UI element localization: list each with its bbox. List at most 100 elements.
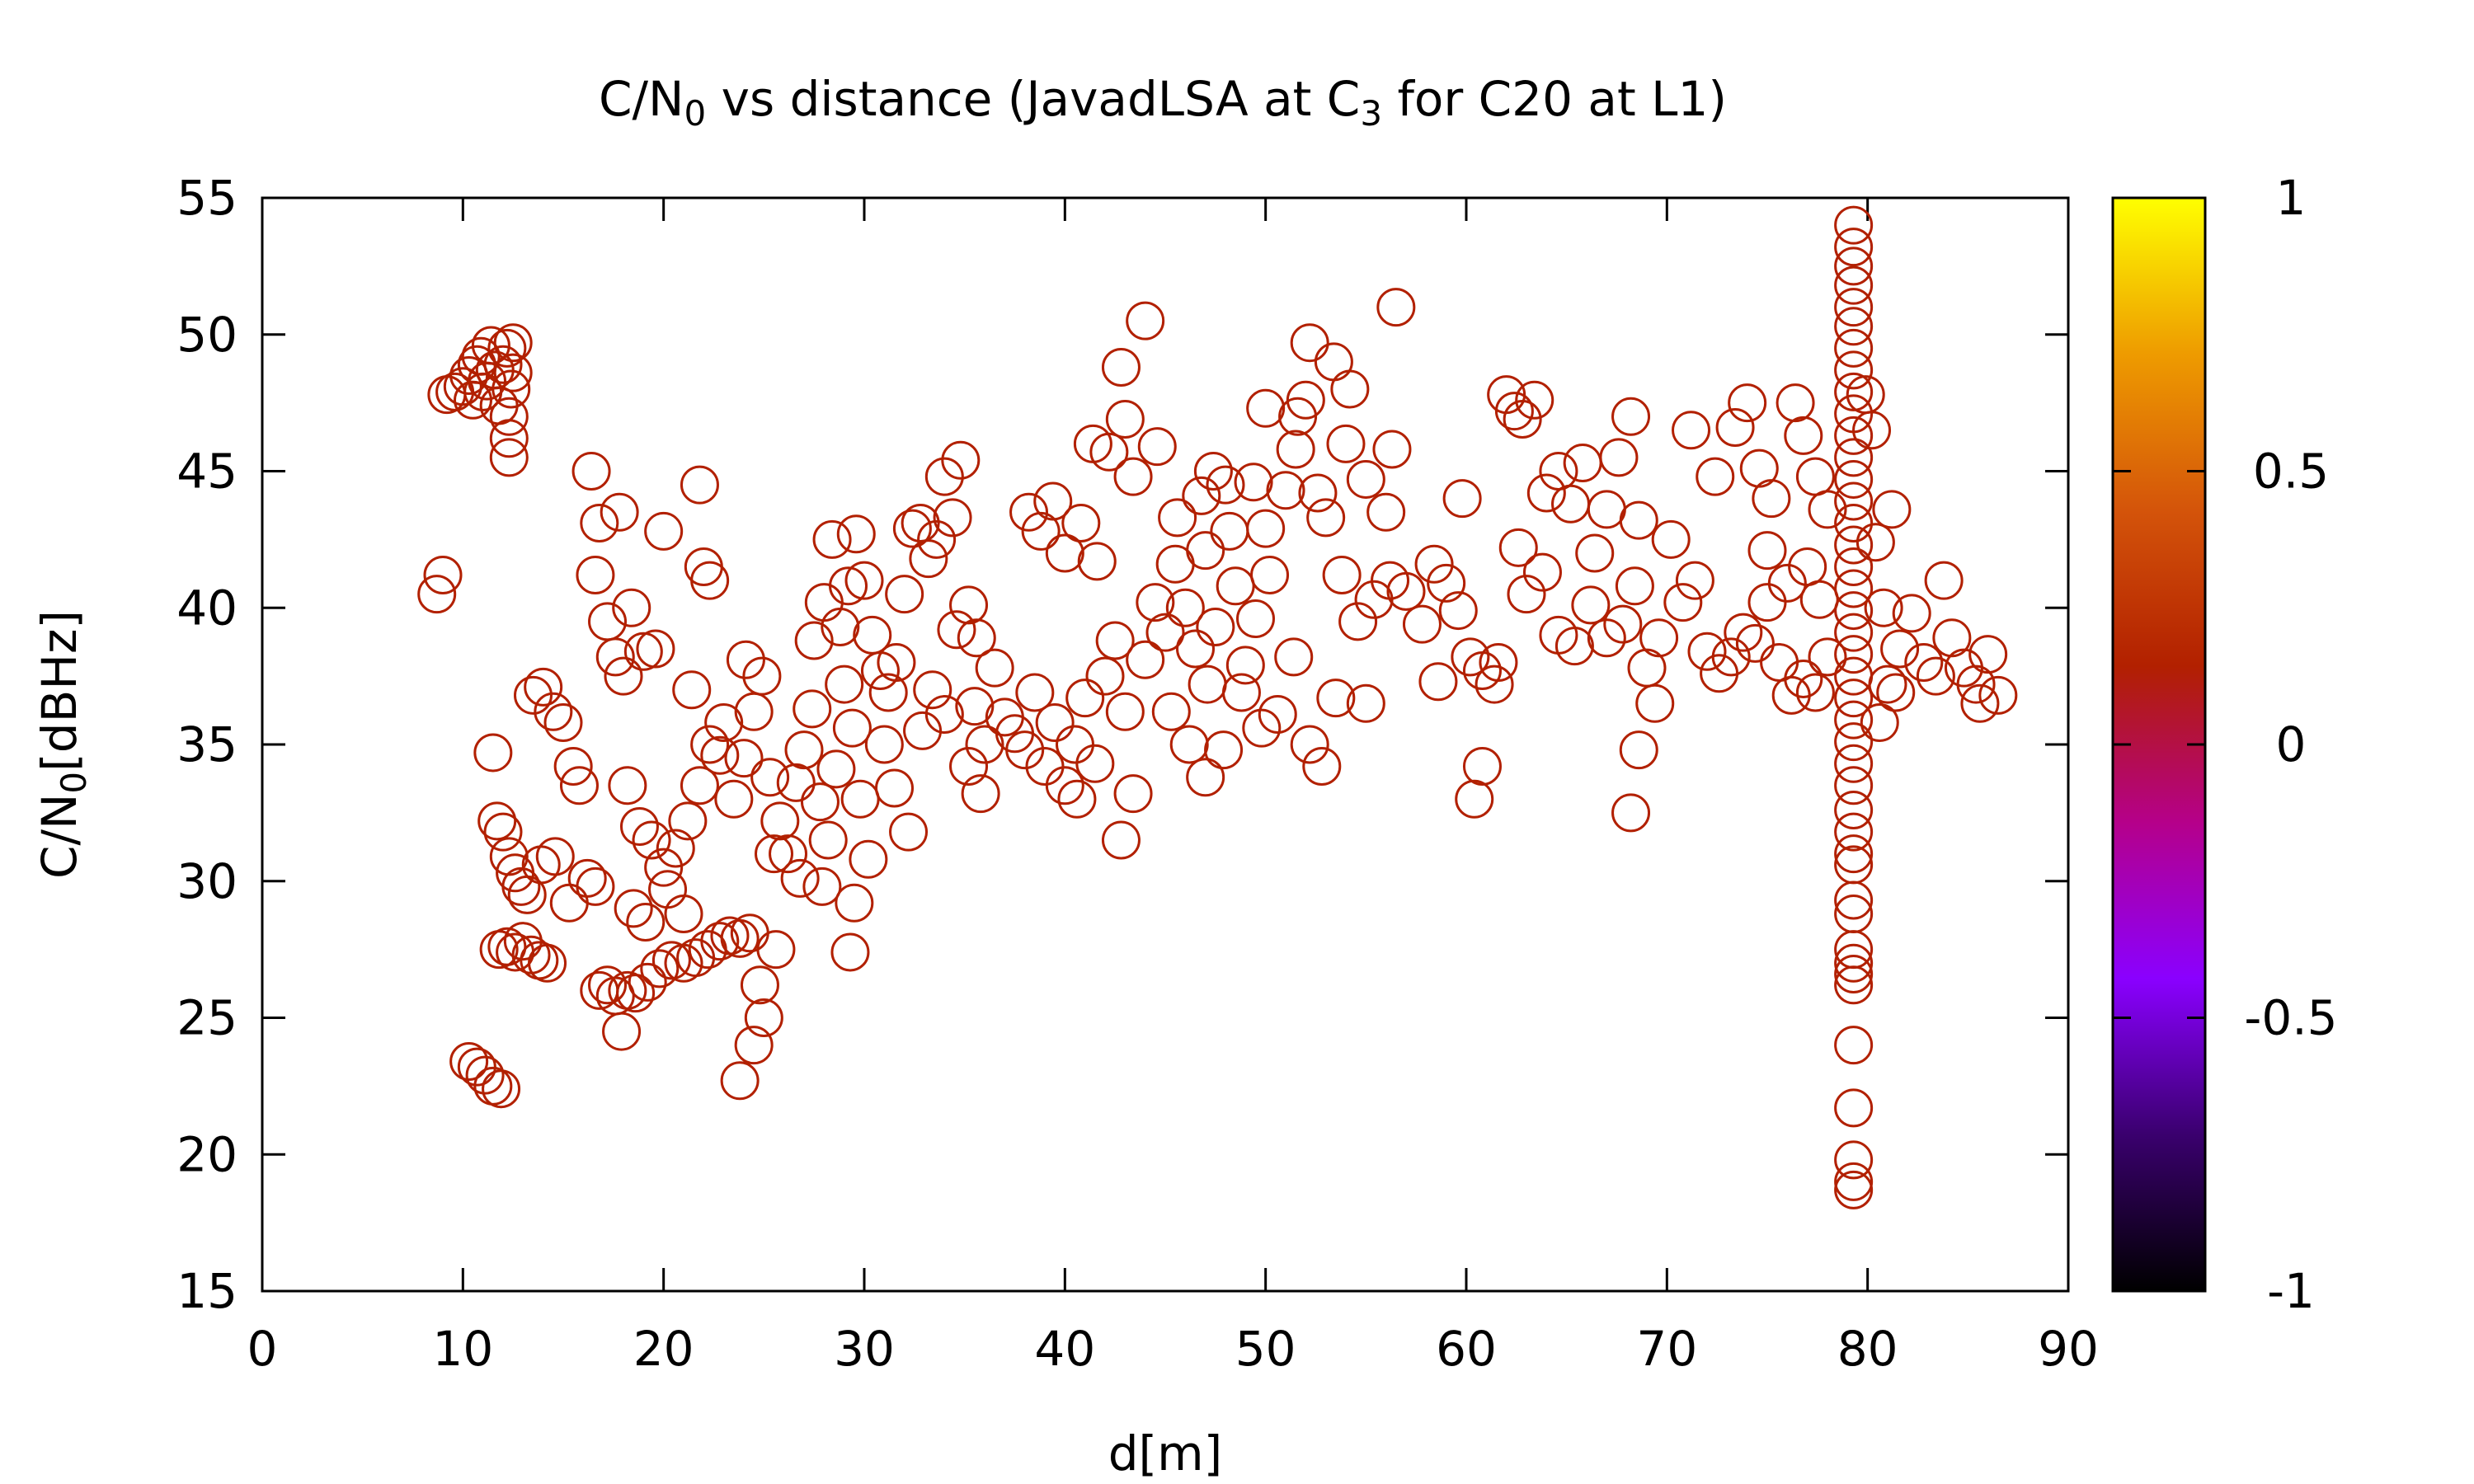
data-point bbox=[1635, 683, 1675, 723]
data-point bbox=[1834, 372, 1874, 411]
data-point bbox=[672, 670, 712, 710]
data-point bbox=[889, 812, 929, 852]
colorbar: 1 0.5 0 -0.5 -1 bbox=[2111, 170, 2338, 1319]
data-point bbox=[1182, 476, 1221, 515]
plot-area: 15 20 25 30 35 40 45 50 55 0 10 20 30 40 50 60 70 80 90 bbox=[176, 170, 2099, 1377]
data-point bbox=[816, 749, 856, 789]
data-point bbox=[1834, 288, 1874, 327]
data-point bbox=[1186, 531, 1225, 571]
data-point bbox=[588, 965, 628, 1005]
data-point bbox=[1326, 424, 1366, 463]
data-point bbox=[1834, 525, 1874, 565]
y-tick-label: 30 bbox=[176, 853, 238, 909]
data-point bbox=[528, 943, 567, 983]
data-point bbox=[1834, 481, 1874, 521]
data-point bbox=[1242, 708, 1282, 748]
data-point bbox=[1113, 457, 1153, 496]
data-point bbox=[1700, 654, 1739, 693]
y-tick-label: 55 bbox=[176, 170, 238, 226]
data-point bbox=[1045, 533, 1084, 573]
data-point bbox=[1075, 744, 1115, 783]
data-point bbox=[1266, 471, 1305, 510]
data-point bbox=[760, 801, 800, 841]
data-point bbox=[1747, 583, 1787, 622]
data-points bbox=[417, 205, 2018, 1209]
data-point bbox=[1784, 659, 1823, 698]
data-point bbox=[580, 503, 619, 542]
data-point bbox=[1276, 430, 1315, 469]
data-point bbox=[1045, 766, 1084, 805]
data-point bbox=[1575, 533, 1615, 573]
data-point bbox=[937, 610, 976, 650]
data-point bbox=[1834, 569, 1874, 608]
data-point bbox=[1302, 747, 1342, 787]
data-point bbox=[489, 397, 529, 436]
data-point bbox=[1188, 665, 1227, 704]
data-point bbox=[626, 902, 666, 942]
data-point bbox=[465, 1055, 505, 1095]
data-point bbox=[501, 866, 541, 906]
data-point bbox=[1455, 779, 1494, 819]
data-point bbox=[1834, 438, 1874, 477]
data-point bbox=[1834, 265, 1874, 305]
data-point bbox=[793, 689, 832, 729]
x-tick-label: 80 bbox=[1837, 1321, 1898, 1377]
data-point bbox=[1551, 484, 1591, 524]
data-point bbox=[726, 640, 765, 679]
data-point bbox=[1539, 615, 1578, 655]
data-point bbox=[656, 829, 695, 868]
data-point bbox=[1834, 700, 1874, 740]
data-point bbox=[750, 758, 790, 797]
data-point bbox=[1554, 627, 1594, 666]
colorbar-tick-label: -1 bbox=[2267, 1263, 2315, 1319]
data-point bbox=[1236, 599, 1275, 639]
data-point bbox=[549, 883, 589, 923]
data-point bbox=[1095, 621, 1135, 660]
data-point bbox=[1169, 725, 1209, 764]
data-point bbox=[535, 837, 575, 876]
data-point bbox=[543, 702, 583, 742]
data-point bbox=[668, 801, 708, 841]
y-axis-ticks: 15 20 25 30 35 40 45 50 55 bbox=[176, 170, 2068, 1319]
data-point bbox=[1234, 463, 1273, 502]
data-point bbox=[1186, 758, 1225, 797]
data-point bbox=[1306, 498, 1346, 538]
data-point bbox=[1760, 643, 1799, 683]
data-point bbox=[1204, 730, 1244, 770]
data-point bbox=[1346, 683, 1385, 723]
data-point bbox=[1687, 632, 1727, 671]
data-point bbox=[957, 618, 996, 658]
data-point bbox=[1274, 637, 1314, 677]
data-point bbox=[794, 621, 834, 660]
data-point bbox=[489, 438, 529, 477]
data-point bbox=[1696, 457, 1735, 496]
data-point bbox=[1479, 643, 1518, 683]
data-point bbox=[553, 747, 593, 787]
data-point bbox=[1611, 793, 1651, 833]
data-point bbox=[1314, 342, 1353, 382]
data-point bbox=[901, 503, 940, 542]
data-point bbox=[1834, 965, 1874, 1005]
data-point bbox=[600, 492, 639, 532]
data-point bbox=[1258, 695, 1297, 735]
data-point bbox=[1663, 583, 1703, 622]
data-point bbox=[1250, 555, 1290, 594]
data-point bbox=[1834, 845, 1874, 885]
data-point bbox=[1563, 444, 1602, 483]
data-point bbox=[482, 1069, 521, 1109]
data-point bbox=[1077, 542, 1117, 581]
data-point bbox=[1876, 673, 1916, 712]
data-point bbox=[680, 766, 719, 805]
data-point bbox=[1035, 702, 1075, 742]
data-point bbox=[1206, 465, 1245, 505]
data-point bbox=[832, 708, 872, 748]
data-point bbox=[1089, 432, 1129, 472]
data-point bbox=[1834, 1162, 1874, 1201]
data-point bbox=[1834, 954, 1874, 993]
data-point bbox=[1747, 531, 1787, 571]
data-point bbox=[844, 561, 884, 600]
data-point bbox=[1795, 673, 1835, 712]
data-point bbox=[1834, 679, 1874, 718]
data-point bbox=[975, 648, 1014, 688]
